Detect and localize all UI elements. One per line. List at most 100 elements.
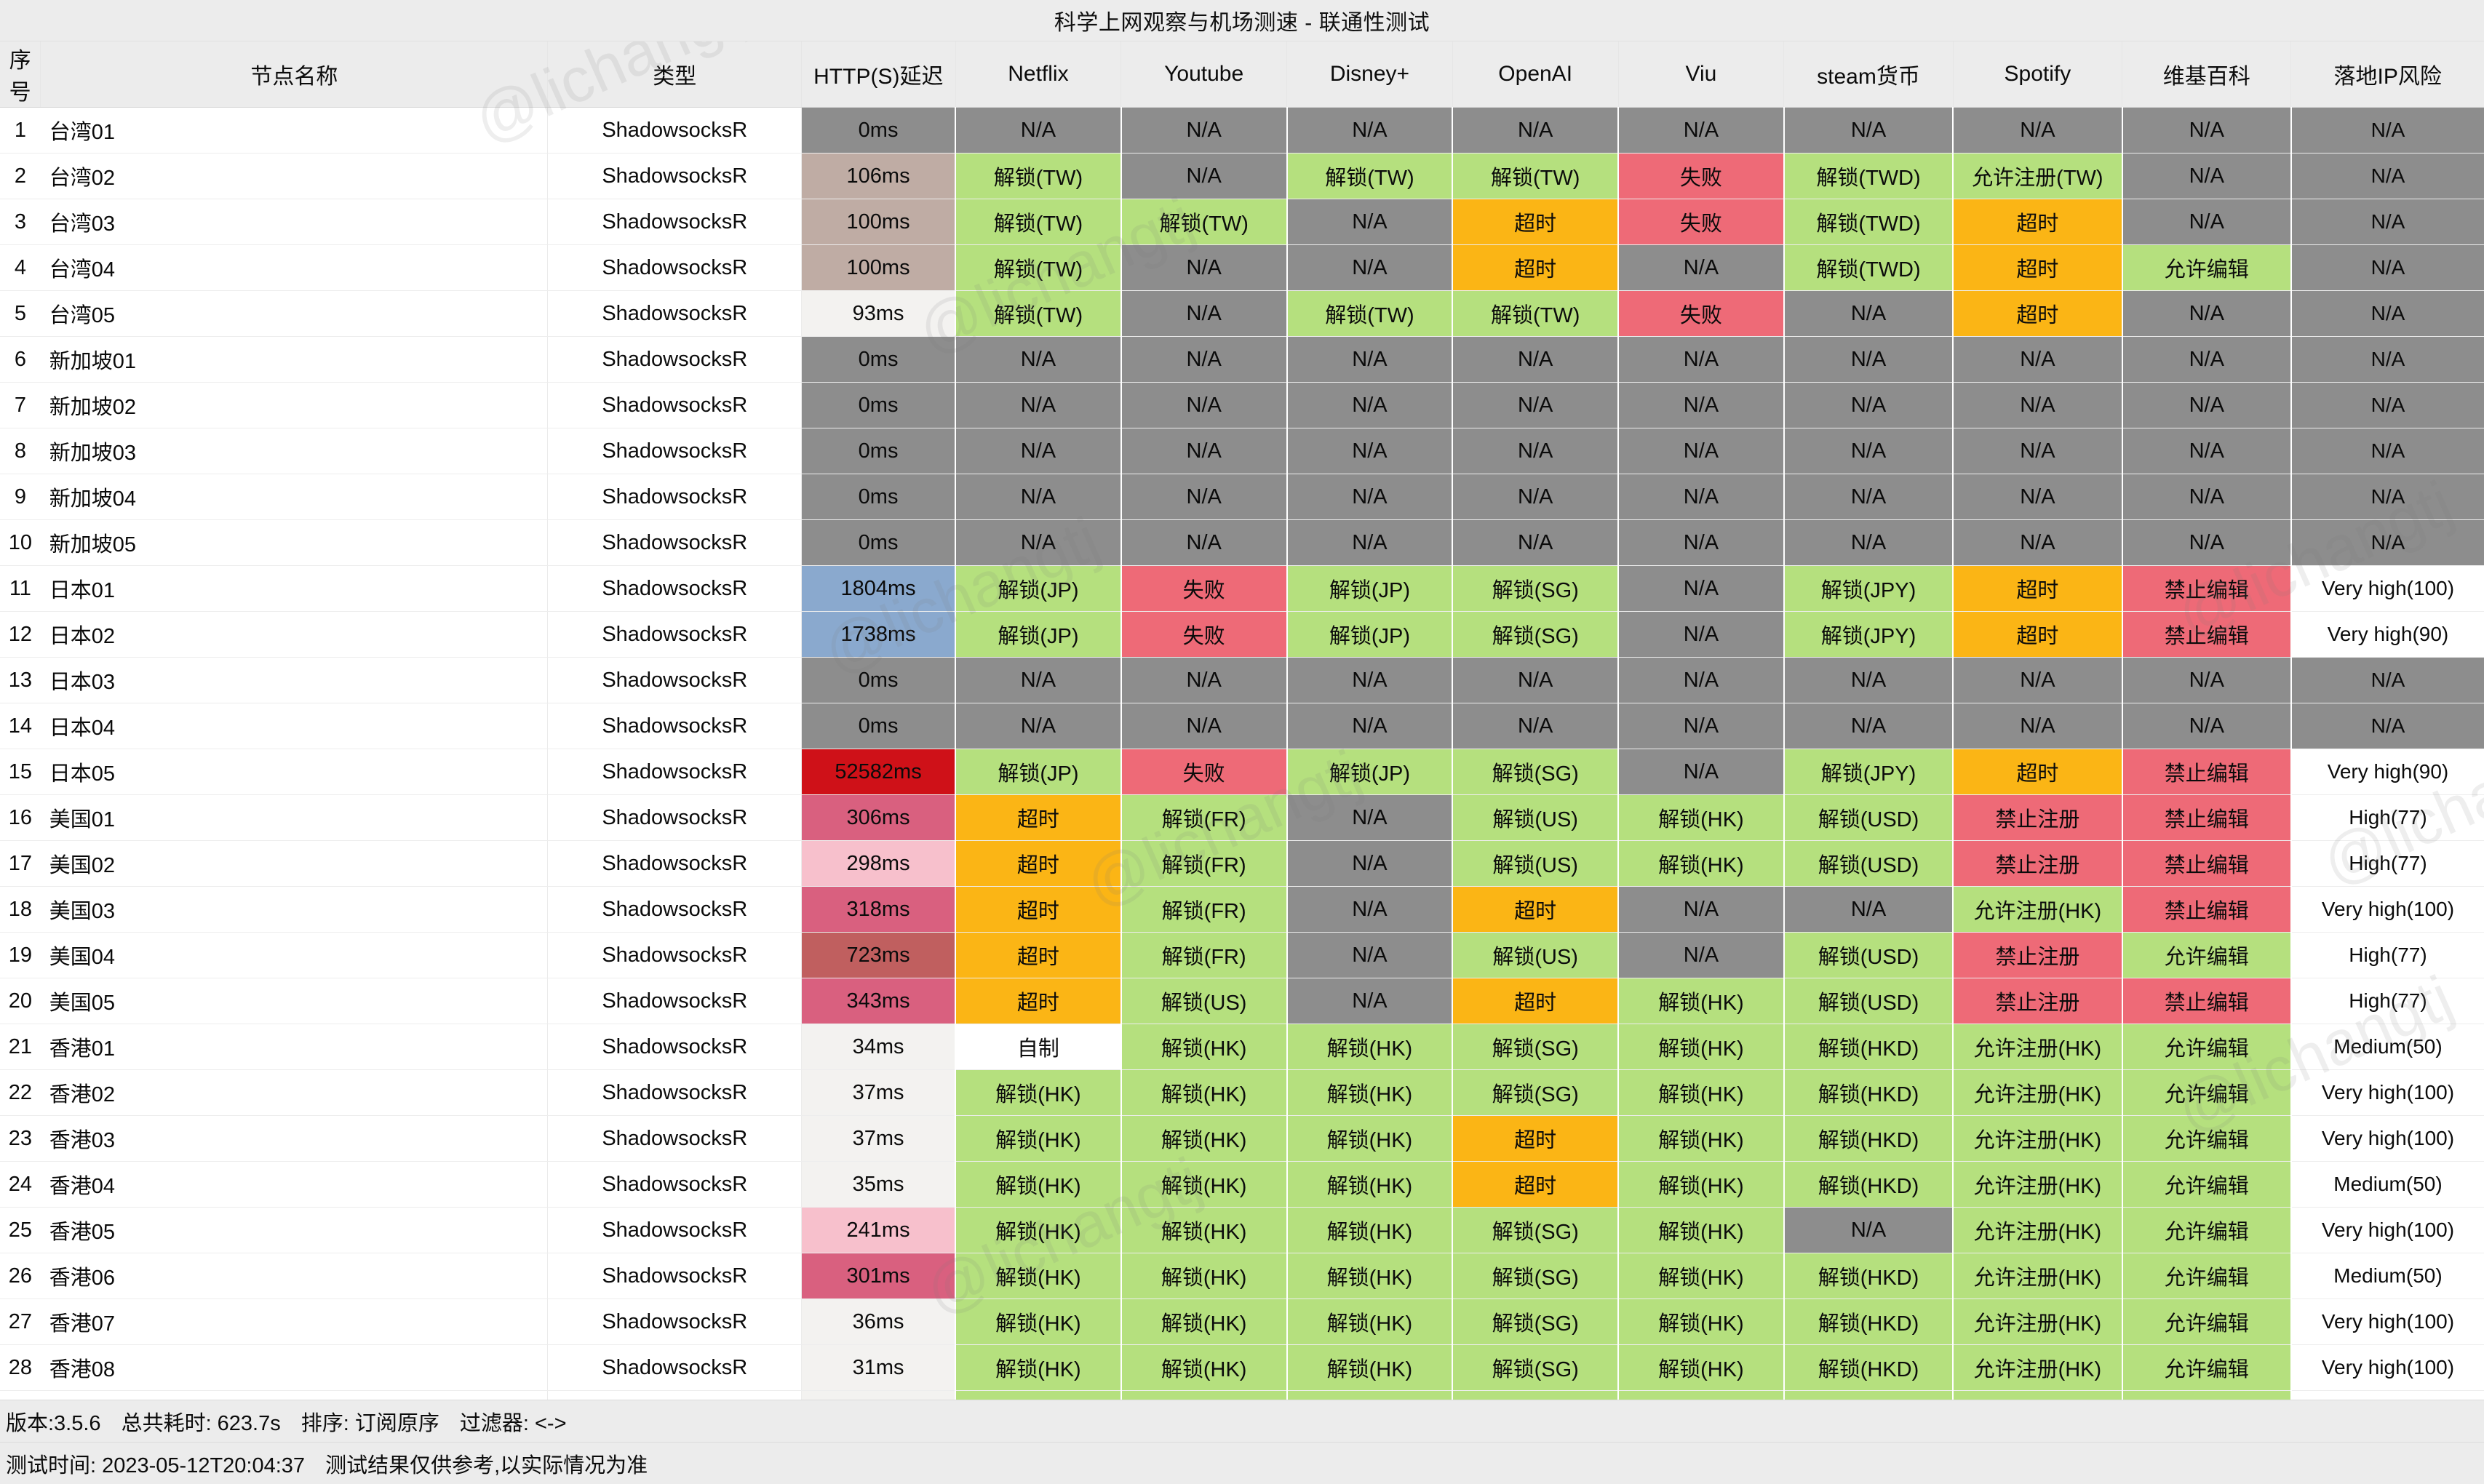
table-row[interactable]: 11 日本01 ShadowsocksR 1804ms 解锁(JP) 失败 解锁(JP) 解锁…	[0, 565, 2484, 612]
node-name[interactable]: 日本02	[40, 611, 549, 658]
service-cell-5: 解锁(HKD)	[1783, 1161, 1954, 1208]
node-name[interactable]: 台湾05	[40, 290, 549, 337]
node-type: ShadowsocksR	[547, 886, 803, 933]
node-name[interactable]: 香港03	[40, 1115, 549, 1162]
service-cell-2: N/A	[1286, 107, 1454, 153]
service-cell-0: 解锁(TW)	[955, 153, 1122, 199]
service-cell-2: 解锁(HK)	[1286, 1253, 1454, 1299]
latency-cell: 1804ms	[801, 565, 957, 612]
row-index: 25	[0, 1207, 41, 1253]
service-cell-5: N/A	[1783, 1207, 1954, 1253]
column-header-9[interactable]: steam货币	[1783, 41, 1954, 108]
column-header-8[interactable]: Viu	[1618, 41, 1785, 108]
table-row[interactable]: 9 新加坡04 ShadowsocksR 0ms N/A N/A N/A N/A N/A N/A N…	[0, 474, 2484, 520]
node-name[interactable]: 日本04	[40, 703, 549, 749]
service-cell-4: N/A	[1618, 657, 1785, 703]
ip-risk-cell: N/A	[2290, 474, 2484, 520]
table-row[interactable]: 21 香港01 ShadowsocksR 34ms 自制 解锁(HK) 解锁(HK) 解锁(S…	[0, 1024, 2484, 1070]
table-row[interactable]: 7 新加坡02 ShadowsocksR 0ms N/A N/A N/A N/A N/A N/A N…	[0, 382, 2484, 428]
node-name[interactable]: 新加坡05	[40, 519, 549, 566]
service-cell-5: 解锁(HKD)	[1783, 1024, 1954, 1070]
node-name[interactable]: 香港06	[40, 1253, 549, 1299]
table-row[interactable]: 13 日本03 ShadowsocksR 0ms N/A N/A N/A N/A N/A N/A N…	[0, 657, 2484, 703]
service-cell-4: N/A	[1618, 428, 1785, 474]
node-name[interactable]: 美国05	[40, 978, 549, 1024]
service-cell-2: 解锁(TW)	[1286, 153, 1454, 199]
ip-risk-cell: Very high(90)	[2290, 749, 2484, 795]
node-name[interactable]: 台湾03	[40, 199, 549, 245]
node-name[interactable]: 香港08	[40, 1344, 549, 1391]
row-index: 16	[0, 794, 41, 841]
service-cell-6: N/A	[1953, 519, 2123, 566]
footer-note-1: 测试结果仅供参考,以实际情况为准	[325, 1453, 648, 1477]
column-header-2[interactable]: 类型	[547, 41, 803, 108]
node-name[interactable]: 香港02	[40, 1069, 549, 1116]
table-row[interactable]: 28 香港08 ShadowsocksR 31ms 解锁(HK) 解锁(HK) 解锁(HK)…	[0, 1344, 2484, 1391]
table-row[interactable]: 2 台湾02 ShadowsocksR 106ms 解锁(TW) N/A 解锁(TW) 解锁(…	[0, 153, 2484, 199]
latency-cell: 0ms	[801, 428, 957, 474]
table-row[interactable]: 16 美国01 ShadowsocksR 306ms 超时 解锁(FR) N/A 解锁(US)…	[0, 794, 2484, 841]
table-row[interactable]: 6 新加坡01 ShadowsocksR 0ms N/A N/A N/A N/A N/A N/A N…	[0, 336, 2484, 383]
latency-cell: 298ms	[801, 840, 957, 887]
table-row[interactable]: 8 新加坡03 ShadowsocksR 0ms N/A N/A N/A N/A N/A N/A N…	[0, 428, 2484, 474]
latency-cell: 37ms	[801, 1069, 957, 1116]
node-name[interactable]: 美国02	[40, 840, 549, 887]
column-header-10[interactable]: Spotify	[1953, 41, 2123, 108]
column-header-6[interactable]: Disney+	[1286, 41, 1453, 108]
table-row[interactable]: 3 台湾03 ShadowsocksR 100ms 解锁(TW) 解锁(TW) N/A 超时失…	[0, 199, 2484, 245]
node-name[interactable]: 日本01	[40, 565, 549, 612]
service-cell-1: 解锁(HK)	[1120, 1024, 1288, 1070]
table-row[interactable]: 15 日本05 ShadowsocksR 52582ms 解锁(JP) 失败 解锁(JP) 解…	[0, 749, 2484, 795]
node-name[interactable]: 台湾04	[40, 244, 549, 291]
footer-line-2: 测试时间: 2023-05-12T20:04:37 测试结果仅供参考,以实际情况为…	[0, 1442, 2484, 1484]
node-type: ShadowsocksR	[547, 1024, 803, 1070]
node-name[interactable]: 台湾01	[40, 107, 549, 153]
column-header-12[interactable]: 落地IP风险	[2290, 41, 2484, 108]
table-row[interactable]: 23 香港03 ShadowsocksR 37ms 解锁(HK) 解锁(HK) 解锁(HK)…	[0, 1115, 2484, 1162]
table-row[interactable]: 24 香港04 ShadowsocksR 35ms 解锁(HK) 解锁(HK) 解锁(HK)…	[0, 1161, 2484, 1208]
column-header-7[interactable]: OpenAI	[1452, 41, 1619, 108]
node-name[interactable]: 美国03	[40, 886, 549, 933]
ip-risk-cell: High(77)	[2290, 840, 2484, 887]
column-header-4[interactable]: Netflix	[955, 41, 1122, 108]
table-row[interactable]: 18 美国03 ShadowsocksR 318ms 超时 解锁(FR) N/A 超时 N/A N…	[0, 886, 2484, 933]
table-row[interactable]: 26 香港06 ShadowsocksR 301ms 解锁(HK) 解锁(HK) 解锁(HK…	[0, 1253, 2484, 1299]
service-cell-0: N/A	[955, 428, 1122, 474]
service-cell-3: 解锁(US)	[1452, 794, 1620, 841]
node-name[interactable]: 香港01	[40, 1024, 549, 1070]
column-header-1[interactable]: 节点名称	[40, 41, 549, 108]
table-row[interactable]: 17 美国02 ShadowsocksR 298ms 超时 解锁(FR) N/A 解锁(US)…	[0, 840, 2484, 887]
table-row[interactable]: 4 台湾04 ShadowsocksR 100ms 解锁(TW) N/A N/A 超时 N/A 解…	[0, 244, 2484, 291]
node-name[interactable]: 新加坡03	[40, 428, 549, 474]
column-header-11[interactable]: 维基百科	[2122, 41, 2292, 108]
node-name[interactable]: 新加坡01	[40, 336, 549, 383]
column-header-5[interactable]: Youtube	[1120, 41, 1288, 108]
table-row[interactable]: 12 日本02 ShadowsocksR 1738ms 解锁(JP) 失败 解锁(JP) 解锁…	[0, 611, 2484, 658]
table-row[interactable]: 14 日本04 ShadowsocksR 0ms N/A N/A N/A N/A N/A N/A N…	[0, 703, 2484, 749]
table-row[interactable]: 20 美国05 ShadowsocksR 343ms 超时 解锁(US) N/A 超时 解锁(H…	[0, 978, 2484, 1024]
table-row[interactable]: 19 美国04 ShadowsocksR 723ms 超时 解锁(FR) N/A 解锁(US)…	[0, 932, 2484, 978]
node-name[interactable]: 香港04	[40, 1161, 549, 1208]
footer-info-0: 版本:3.5.6	[6, 1411, 101, 1435]
column-header-0[interactable]: 序号	[0, 41, 41, 108]
node-name[interactable]: 日本05	[40, 749, 549, 795]
table-row[interactable]: 1 台湾01 ShadowsocksR 0ms N/A N/A N/A N/A N/A N/A N/…	[0, 107, 2484, 153]
ip-risk-cell: Very high(100)	[2290, 1115, 2484, 1162]
table-row[interactable]: 27 香港07 ShadowsocksR 36ms 解锁(HK) 解锁(HK) 解锁(HK)…	[0, 1298, 2484, 1345]
table-row[interactable]: 22 香港02 ShadowsocksR 37ms 解锁(HK) 解锁(HK) 解锁(HK)…	[0, 1069, 2484, 1116]
node-name[interactable]: 新加坡04	[40, 474, 549, 520]
column-header-3[interactable]: HTTP(S)延迟	[801, 41, 956, 108]
table-row[interactable]: 10 新加坡05 ShadowsocksR 0ms N/A N/A N/A N/A N/A N/A…	[0, 519, 2484, 566]
node-name[interactable]: 台湾02	[40, 153, 549, 199]
table-row[interactable]: 25 香港05 ShadowsocksR 241ms 解锁(HK) 解锁(HK) 解锁(HK…	[0, 1207, 2484, 1253]
status-footer: 版本:3.5.6 总共耗时: 623.7s 排序: 订阅原序 过滤器: <-> 测试时…	[0, 1400, 2484, 1484]
table-row[interactable]: 5 台湾05 ShadowsocksR 93ms 解锁(TW) N/A 解锁(TW) 解锁(T…	[0, 290, 2484, 337]
node-name[interactable]: 香港07	[40, 1298, 549, 1345]
node-name[interactable]: 美国01	[40, 794, 549, 841]
node-name[interactable]: 日本03	[40, 657, 549, 703]
latency-cell: 0ms	[801, 107, 957, 153]
node-name[interactable]: 美国04	[40, 932, 549, 978]
service-cell-0: N/A	[955, 474, 1122, 520]
node-name[interactable]: 香港05	[40, 1207, 549, 1253]
node-name[interactable]: 新加坡02	[40, 382, 549, 428]
